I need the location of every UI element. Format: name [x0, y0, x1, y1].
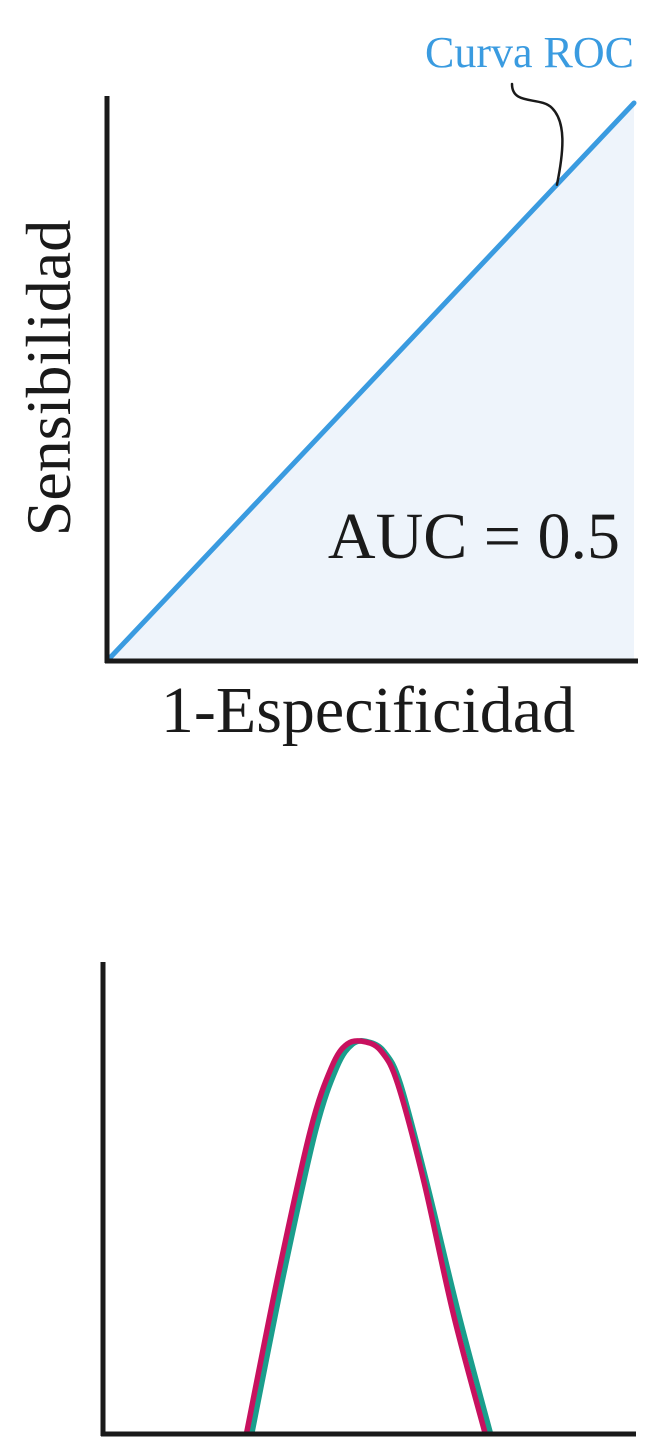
- roc-x-axis-label: 1-Especificidad: [161, 674, 575, 747]
- distribution-curves: [243, 1038, 494, 1435]
- roc-curve-leader-line: [510, 82, 564, 186]
- distribution-curve-2: [243, 1038, 488, 1435]
- roc-chart: Curva ROC AUC = 0.5 Sensibilidad 1-Espec…: [13, 28, 638, 747]
- auc-annotation: AUC = 0.5: [328, 500, 620, 573]
- roc-curve-label: Curva ROC: [425, 28, 634, 77]
- roc-y-axis-label: Sensibilidad: [13, 220, 84, 536]
- roc-curve-line: [104, 100, 637, 664]
- distribution-chart: [100, 962, 636, 1437]
